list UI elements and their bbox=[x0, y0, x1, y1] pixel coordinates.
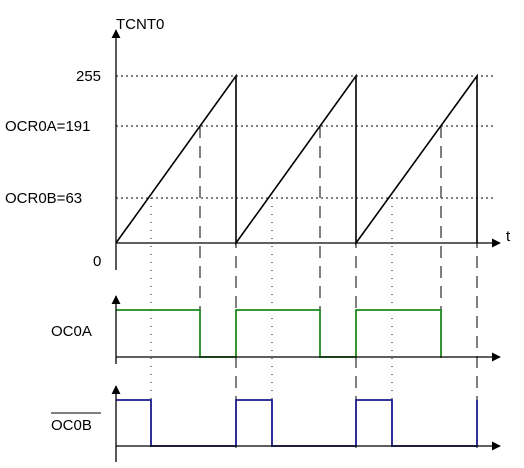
vertical-guides bbox=[150, 76, 478, 450]
axes bbox=[111, 29, 501, 462]
oc0b-waveform bbox=[116, 399, 478, 447]
y-axis-label: TCNT0 bbox=[116, 16, 164, 33]
horizontal-guides bbox=[116, 75, 494, 199]
oc0b-signal-label: OC0B bbox=[51, 417, 92, 434]
origin-label: 0 bbox=[93, 253, 101, 270]
oc0a-signal-label: OC0A bbox=[51, 323, 92, 340]
x-axis-label: t bbox=[506, 228, 511, 245]
top-value-label: 255 bbox=[76, 68, 101, 85]
ocr0b-value-label: OCR0B=63 bbox=[5, 190, 82, 207]
oc0a-waveform bbox=[116, 309, 442, 358]
counter-sawtooth bbox=[115, 73, 478, 246]
ocr0a-value-label: OCR0A=191 bbox=[5, 118, 90, 135]
